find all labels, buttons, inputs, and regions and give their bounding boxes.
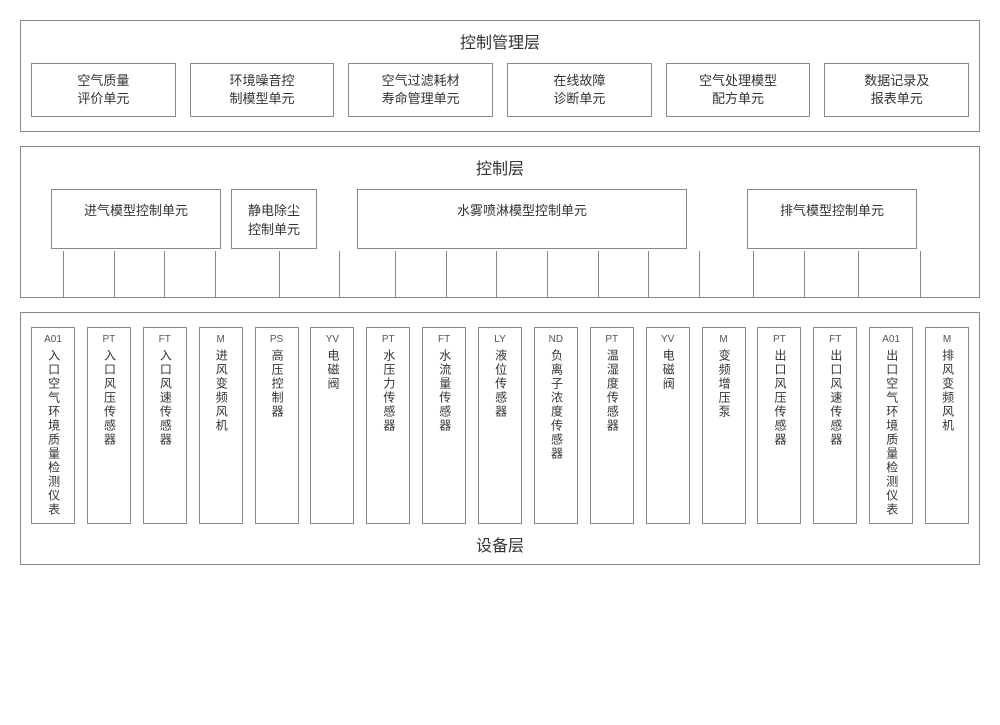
device-name: 电磁阀 <box>326 349 339 391</box>
connectors <box>31 251 969 297</box>
connector-line <box>395 251 396 297</box>
device-code: FT <box>438 334 450 345</box>
device-code: ND <box>549 334 563 345</box>
connector-line <box>63 251 64 297</box>
connector-line <box>858 251 859 297</box>
device-code: YV <box>326 334 339 345</box>
device-name: 电磁阀 <box>661 349 674 391</box>
mgmt-title: 控制管理层 <box>31 29 969 53</box>
ctrl-row: 进气模型控制单元静电除尘 控制单元水雾喷淋模型控制单元排气模型控制单元 <box>31 189 969 249</box>
mgmt-box: 空气处理模型 配方单元 <box>666 63 811 117</box>
device-name: 入口风速传感器 <box>158 349 171 447</box>
mgmt-box: 空气质量 评价单元 <box>31 63 176 117</box>
device-box: M 排风变频风机 <box>925 327 969 524</box>
device-box: PT 入口风压传感器 <box>87 327 131 524</box>
device-box: YV 电磁阀 <box>310 327 354 524</box>
device-row: A01 入口空气环境质量检测仪表 PT 入口风压传感器 FT 入口风速传感器 M 进风变频风机… <box>31 327 969 524</box>
connector-line <box>648 251 649 297</box>
device-code: PT <box>605 334 618 345</box>
connector-line <box>164 251 165 297</box>
mgmt-row: 空气质量 评价单元 环境噪音控 制模型单元 空气过滤耗材 寿命管理单元 在线故障… <box>31 63 969 117</box>
device-name: 出口风速传感器 <box>829 349 842 447</box>
mgmt-layer: 控制管理层 空气质量 评价单元 环境噪音控 制模型单元 空气过滤耗材 寿命管理单… <box>20 20 980 132</box>
ctrl-box: 静电除尘 控制单元 <box>231 189 317 249</box>
connector-line <box>339 251 340 297</box>
ctrl-title: 控制层 <box>31 155 969 179</box>
connector-line <box>753 251 754 297</box>
mgmt-box: 在线故障 诊断单元 <box>507 63 652 117</box>
device-code: YV <box>661 334 674 345</box>
connector-line <box>804 251 805 297</box>
device-name: 变频增压泵 <box>717 349 730 419</box>
device-name: 水压力传感器 <box>382 349 395 433</box>
connector-line <box>279 251 280 297</box>
mgmt-box: 数据记录及 报表单元 <box>824 63 969 117</box>
ctrl-layer: 控制层 进气模型控制单元静电除尘 控制单元水雾喷淋模型控制单元排气模型控制单元 <box>20 146 980 298</box>
device-code: PS <box>270 334 283 345</box>
device-title: 设备层 <box>31 532 969 556</box>
device-code: M <box>943 334 951 345</box>
device-box: FT 水流量传感器 <box>422 327 466 524</box>
device-name: 高压控制器 <box>270 349 283 419</box>
connector-line <box>446 251 447 297</box>
device-box: PT 温湿度传感器 <box>590 327 634 524</box>
device-box: PT 出口风压传感器 <box>757 327 801 524</box>
mgmt-box: 环境噪音控 制模型单元 <box>190 63 335 117</box>
device-code: FT <box>829 334 841 345</box>
device-code: A01 <box>882 334 900 345</box>
device-name: 出口风压传感器 <box>773 349 786 447</box>
device-box: LY 液位传感器 <box>478 327 522 524</box>
device-name: 进风变频风机 <box>214 349 227 433</box>
device-layer: A01 入口空气环境质量检测仪表 PT 入口风压传感器 FT 入口风速传感器 M 进风变频风机… <box>20 312 980 565</box>
mgmt-box: 空气过滤耗材 寿命管理单元 <box>348 63 493 117</box>
device-code: A01 <box>44 334 62 345</box>
device-name: 入口空气环境质量检测仪表 <box>46 349 59 517</box>
device-box: PS 高压控制器 <box>255 327 299 524</box>
device-box: M 进风变频风机 <box>199 327 243 524</box>
connector-line <box>920 251 921 297</box>
device-box: YV 电磁阀 <box>646 327 690 524</box>
device-name: 液位传感器 <box>493 349 506 419</box>
device-code: PT <box>382 334 395 345</box>
ctrl-box: 排气模型控制单元 <box>747 189 917 249</box>
device-name: 出口空气环境质量检测仪表 <box>885 349 898 517</box>
device-box: PT 水压力传感器 <box>366 327 410 524</box>
device-box: A01 出口空气环境质量检测仪表 <box>869 327 913 524</box>
device-box: A01 入口空气环境质量检测仪表 <box>31 327 75 524</box>
connector-line <box>598 251 599 297</box>
device-box: FT 出口风速传感器 <box>813 327 857 524</box>
device-name: 负离子浓度传感器 <box>549 349 562 461</box>
device-box: FT 入口风速传感器 <box>143 327 187 524</box>
connector-line <box>215 251 216 297</box>
device-code: M <box>216 334 224 345</box>
device-name: 入口风压传感器 <box>102 349 115 447</box>
connector-line <box>699 251 700 297</box>
device-name: 水流量传感器 <box>438 349 451 433</box>
device-code: PT <box>102 334 115 345</box>
device-code: M <box>719 334 727 345</box>
connector-line <box>114 251 115 297</box>
device-box: ND 负离子浓度传感器 <box>534 327 578 524</box>
connector-line <box>547 251 548 297</box>
device-box: M 变频增压泵 <box>702 327 746 524</box>
device-name: 温湿度传感器 <box>605 349 618 433</box>
connector-line <box>496 251 497 297</box>
device-code: LY <box>494 334 506 345</box>
ctrl-box: 进气模型控制单元 <box>51 189 221 249</box>
ctrl-box: 水雾喷淋模型控制单元 <box>357 189 687 249</box>
device-name: 排风变频风机 <box>940 349 953 433</box>
device-code: PT <box>773 334 786 345</box>
device-code: FT <box>159 334 171 345</box>
